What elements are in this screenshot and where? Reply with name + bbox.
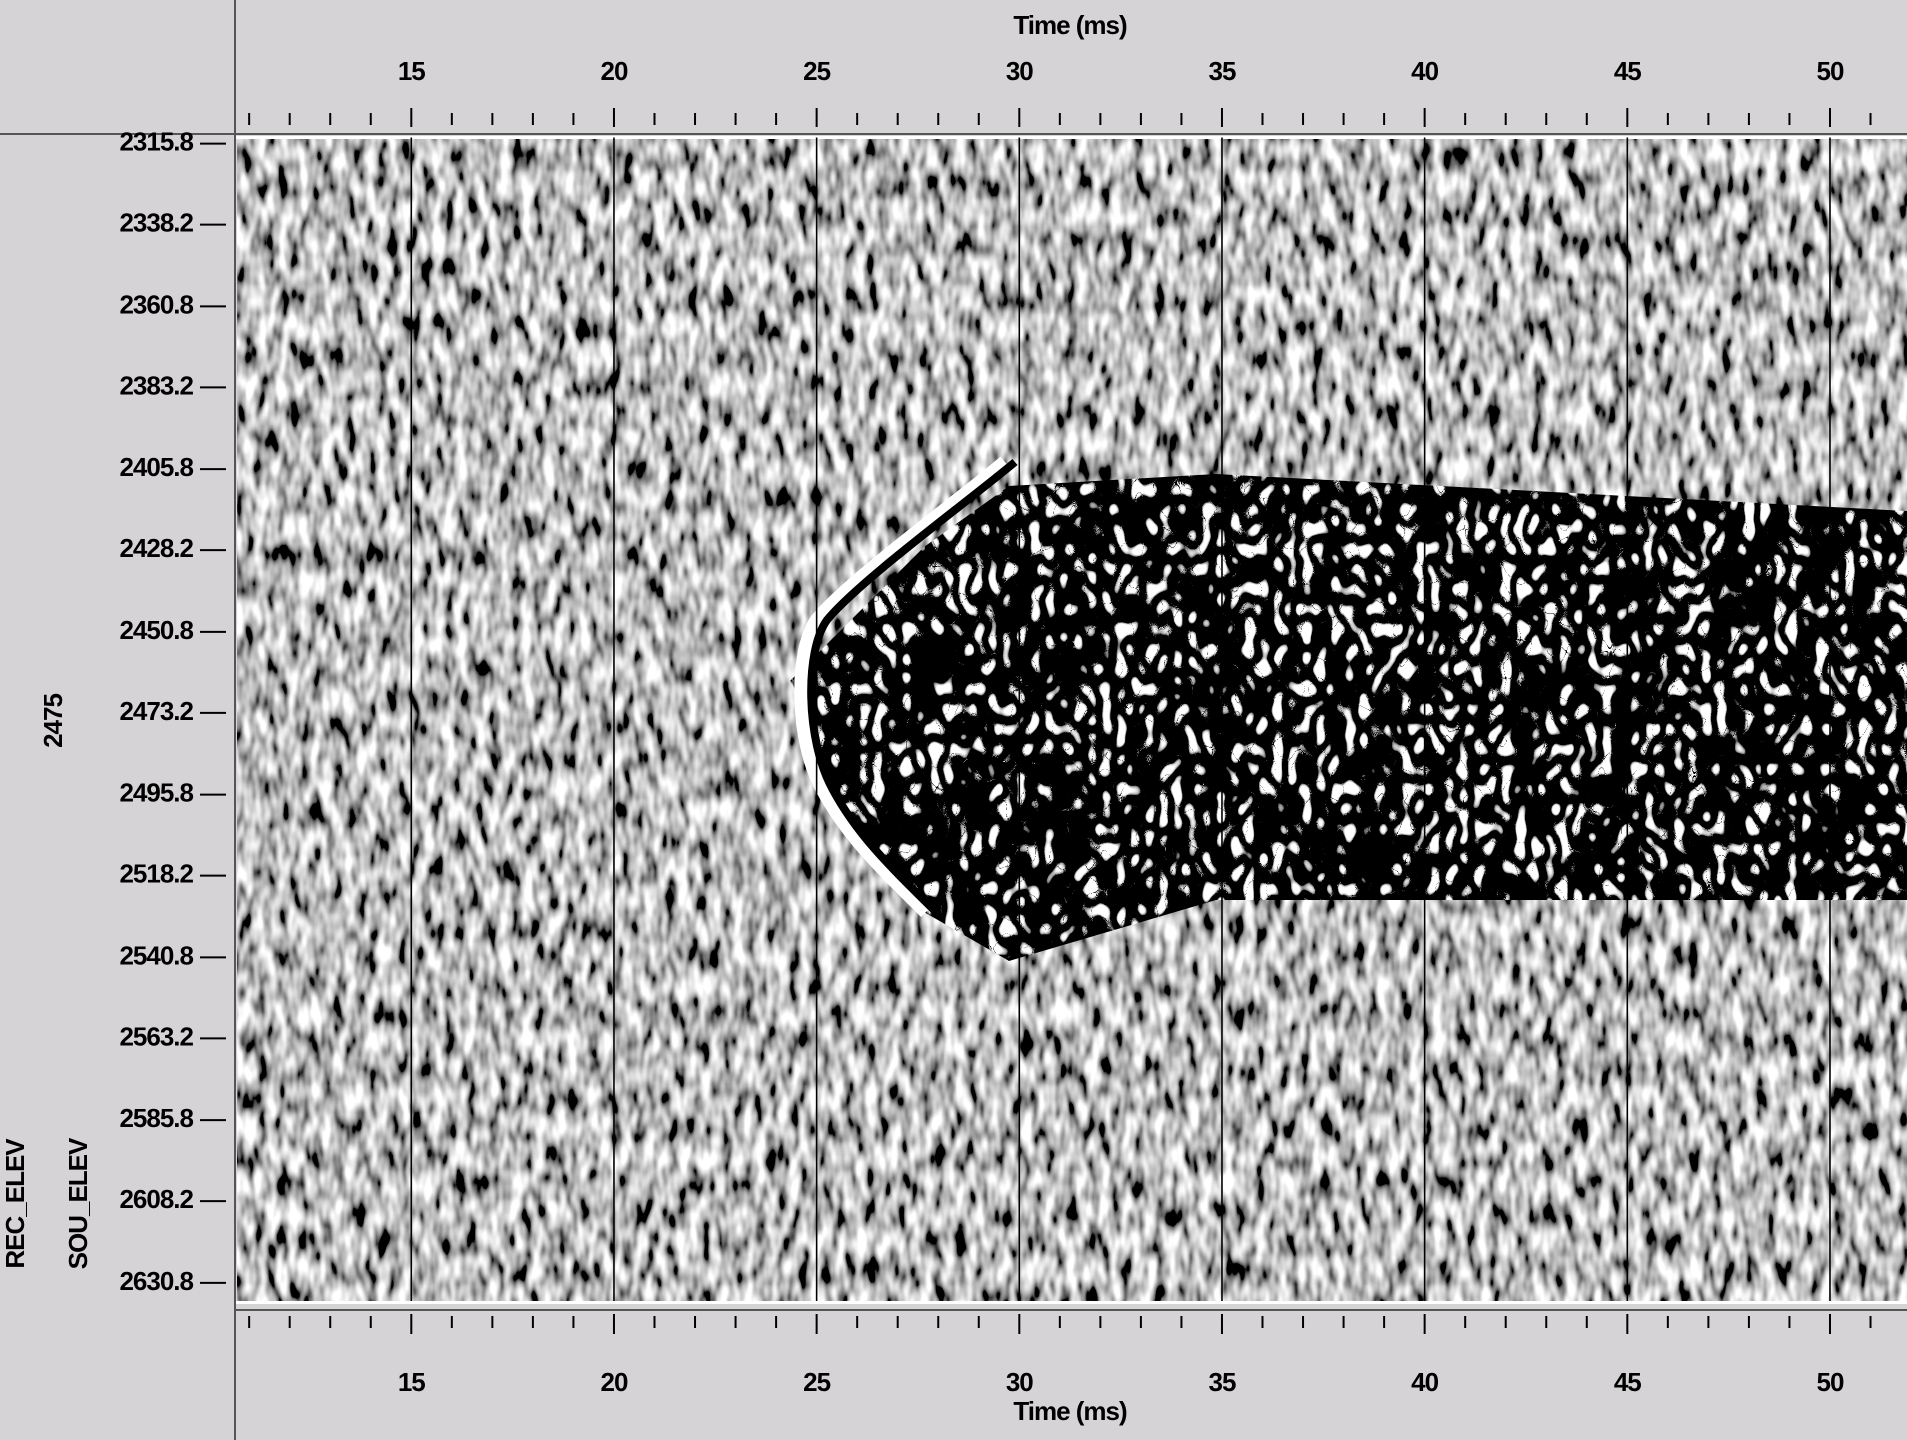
wavefield-texture xyxy=(790,474,1907,961)
y-tick-label: 2360.8 xyxy=(119,289,193,319)
y-label: REC_ELEV xyxy=(0,1138,30,1269)
x-tick-label: 45 xyxy=(1614,56,1641,86)
plot-border-top xyxy=(235,136,1907,139)
y-tick-label: 2518.2 xyxy=(119,859,193,889)
x-tick-label: 15 xyxy=(398,56,425,86)
plot-border-bottom xyxy=(235,1301,1907,1304)
seismic-section xyxy=(237,137,1907,1301)
x-tick-label: 35 xyxy=(1209,1367,1236,1397)
y-tick-label: 2540.8 xyxy=(119,940,193,970)
y-tick-label: 2495.8 xyxy=(119,778,193,808)
x-axis-title-top: Time (ms) xyxy=(1013,10,1127,40)
y-tick-label: 2563.2 xyxy=(119,1021,193,1051)
x-axis-title-bottom: Time (ms) xyxy=(1013,1396,1127,1426)
y-tick-label: 2315.8 xyxy=(119,127,193,157)
x-tick-label: 15 xyxy=(398,1367,425,1397)
y-tick-label: 2585.8 xyxy=(119,1103,193,1133)
x-tick-label: 20 xyxy=(601,56,628,86)
y-label: SOU_ELEV xyxy=(63,1137,93,1269)
y-header: 2475 xyxy=(38,694,68,748)
x-tick-label: 35 xyxy=(1209,56,1236,86)
y-tick-label: 2428.2 xyxy=(119,533,193,563)
x-tick-label: 20 xyxy=(601,1367,628,1397)
y-tick-label: 2383.2 xyxy=(119,370,193,400)
first-arrival xyxy=(807,458,1018,915)
x-tick-label: 50 xyxy=(1817,56,1844,86)
y-tick-label: 2338.2 xyxy=(119,208,193,238)
x-tick-label: 30 xyxy=(1006,1367,1033,1397)
x-tick-label: 30 xyxy=(1006,56,1033,86)
y-tick-label: 2450.8 xyxy=(119,615,193,645)
x-tick-label: 25 xyxy=(803,56,830,86)
x-tick-label: 45 xyxy=(1614,1367,1641,1397)
y-tick-label: 2405.8 xyxy=(119,452,193,482)
x-tick-label: 40 xyxy=(1411,1367,1438,1397)
first-arrival-halo xyxy=(794,456,1010,917)
x-tick-label: 40 xyxy=(1411,56,1438,86)
y-tick-label: 2473.2 xyxy=(119,696,193,726)
y-tick-label: 2630.8 xyxy=(119,1266,193,1296)
y-tick-label: 2608.2 xyxy=(119,1184,193,1214)
x-tick-label: 25 xyxy=(803,1367,830,1397)
x-tick-label: 50 xyxy=(1817,1367,1844,1397)
